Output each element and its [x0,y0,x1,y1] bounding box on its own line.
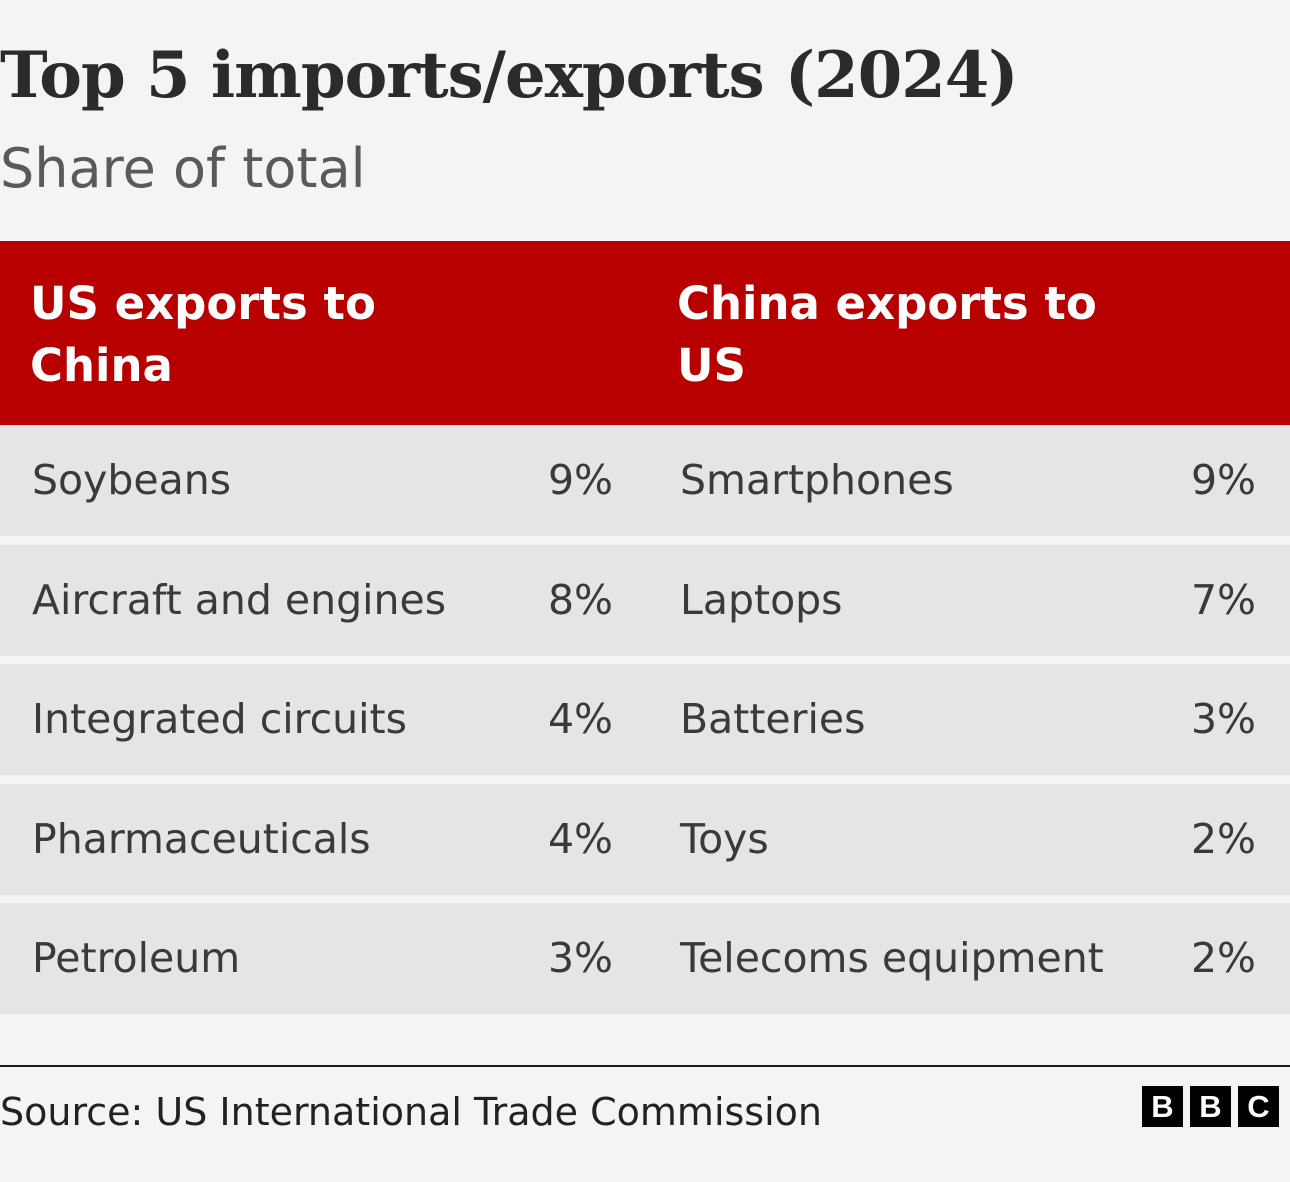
china-export-share: 9% [1190,456,1256,504]
table-row: Petroleum 3% Telecoms equipment 2% [0,903,1290,1014]
us-export-share: 4% [547,815,613,863]
source-note: Source: US International Trade Commissio… [0,1090,822,1134]
us-export-item: Integrated circuits [32,695,407,743]
column-header-china-exports: China exports to US [677,277,1097,392]
logo-letter: B [1142,1086,1183,1127]
exports-table: US exports to China China exports to US … [0,241,1290,1014]
us-export-share: 8% [547,576,613,624]
china-export-item: Smartphones [680,456,954,504]
china-export-share: 2% [1190,815,1256,863]
us-export-item: Petroleum [32,934,241,982]
column-header-us-exports: US exports to China [30,277,376,392]
table-header: US exports to China China exports to US [0,241,1290,425]
us-export-item: Pharmaceuticals [32,815,371,863]
footer-divider [0,1065,1290,1067]
us-export-item: Soybeans [32,456,232,504]
china-export-item: Laptops [680,576,843,624]
china-export-share: 2% [1190,934,1256,982]
china-export-item: Batteries [680,695,866,743]
chart-title: Top 5 imports/exports (2024) [0,38,1019,113]
us-export-share: 4% [547,695,613,743]
table-row: Aircraft and engines 8% Laptops 7% [0,545,1290,656]
china-export-share: 7% [1190,576,1256,624]
china-export-item: Toys [680,815,769,863]
china-export-item: Telecoms equipment [680,934,1104,982]
table-row: Soybeans 9% Smartphones 9% [0,425,1290,536]
chart-subtitle: Share of total [0,137,366,200]
us-export-item: Aircraft and engines [32,576,447,624]
logo-letter: B [1190,1086,1231,1127]
logo-letter: C [1238,1086,1279,1127]
us-export-share: 3% [547,934,613,982]
china-export-share: 3% [1190,695,1256,743]
table-row: Pharmaceuticals 4% Toys 2% [0,784,1290,895]
table-row: Integrated circuits 4% Batteries 3% [0,664,1290,775]
us-export-share: 9% [547,456,613,504]
bbc-logo: B B C [1142,1086,1279,1127]
